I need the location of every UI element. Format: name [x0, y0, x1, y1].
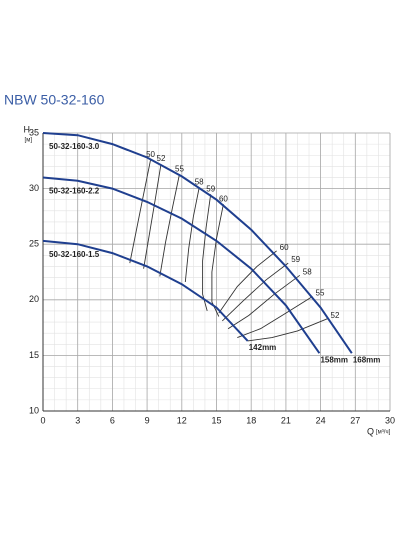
end-label: 168mm: [353, 355, 381, 364]
efficiency-line: [159, 174, 180, 277]
x-tick-label: 27: [350, 415, 360, 425]
efficiency-label: 55: [175, 164, 184, 173]
efficiency-line: [247, 318, 328, 342]
x-tick-label: 15: [211, 415, 221, 425]
efficiency-label: 50: [146, 150, 155, 159]
x-tick-label: 24: [316, 415, 326, 425]
end-label: 142mm: [249, 343, 277, 352]
efficiency-line: [218, 250, 277, 314]
efficiency-label: 55: [316, 289, 325, 298]
efficiency-line: [227, 274, 301, 330]
y-tick-label: 20: [29, 294, 39, 304]
efficiency-line: [202, 194, 212, 312]
y-tick-label: 35: [29, 127, 39, 137]
pump-curve: [42, 176, 321, 354]
end-label: 158mm: [320, 355, 348, 364]
efficiency-label: 59: [291, 255, 300, 264]
efficiency-label: 58: [303, 267, 312, 276]
x-tick-label: 30: [385, 415, 395, 425]
x-axis-label: Q: [367, 426, 374, 436]
y-tick-label: 15: [29, 350, 39, 360]
efficiency-label: 60: [219, 194, 228, 203]
chart-title: NBW 50-32-160: [4, 92, 105, 108]
x-tick-label: 6: [110, 415, 115, 425]
y-axis-label: H: [24, 124, 31, 134]
efficiency-label: 58: [195, 178, 204, 187]
series-label: 50-32-160-3.0: [49, 142, 100, 151]
efficiency-line: [129, 159, 152, 264]
efficiency-line: [143, 164, 162, 269]
y-tick-label: 10: [29, 405, 39, 415]
efficiency-line: [221, 262, 289, 322]
x-tick-label: 9: [145, 415, 150, 425]
series-label: 50-32-160-2.2: [49, 187, 100, 196]
x-tick-label: 0: [40, 415, 45, 425]
efficiency-line: [184, 187, 200, 283]
efficiency-label: 59: [206, 184, 215, 193]
y-tick-label: 25: [29, 239, 39, 249]
efficiency-label: 60: [280, 243, 289, 252]
y-tick-label: 30: [29, 183, 39, 193]
x-axis-unit: [м³/ч]: [376, 430, 391, 436]
efficiency-label: 52: [157, 154, 166, 163]
efficiency-label: 52: [331, 311, 340, 320]
x-tick-label: 12: [177, 415, 187, 425]
efficiency-line: [237, 296, 313, 339]
x-tick-label: 18: [246, 415, 256, 425]
series-label: 50-32-160-1.5: [49, 250, 100, 259]
x-tick-label: 21: [281, 415, 291, 425]
y-axis-unit: [м]: [25, 138, 33, 144]
x-tick-label: 3: [75, 415, 80, 425]
pump-curve: [42, 132, 353, 354]
pump-curve: [42, 239, 249, 342]
